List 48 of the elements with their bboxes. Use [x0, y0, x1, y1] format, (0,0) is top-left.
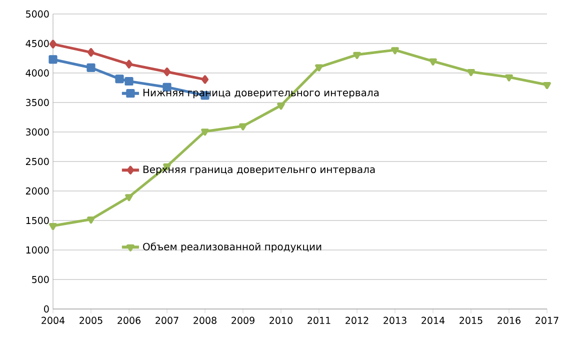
x-tick-label: 2004: [42, 316, 65, 324]
y-tick-label: 1000: [26, 246, 49, 254]
x-tick-label: 2007: [156, 316, 178, 324]
y-tick-label: 3000: [26, 128, 49, 136]
point: [239, 123, 247, 130]
point: [391, 47, 399, 54]
point: [315, 64, 323, 72]
legend-label: Объем реализованной продукции: [143, 242, 322, 252]
x-tick-label: 2015: [460, 316, 482, 324]
y-tick-label: 2000: [26, 187, 49, 195]
x-tick-label: 2011: [308, 316, 330, 324]
point: [277, 102, 285, 110]
y-tick-label: 4000: [26, 69, 49, 77]
point: [467, 69, 475, 76]
point: [115, 74, 124, 84]
point: [163, 68, 171, 76]
point: [125, 194, 133, 202]
point: [125, 60, 133, 68]
x-tick-label: 2009: [232, 316, 254, 324]
point: [429, 58, 437, 66]
x-tick-label: 2006: [118, 316, 140, 324]
point: [49, 223, 57, 230]
y-tick-label: 2500: [26, 158, 49, 166]
point: [201, 128, 209, 136]
y-tick-label: 500: [32, 276, 49, 284]
x-tick-label: 2012: [346, 316, 368, 324]
x-tick-label: 2008: [194, 316, 216, 324]
y-tick-label: 5000: [26, 10, 49, 18]
x-tick-label: 2013: [384, 316, 406, 324]
y-tick-label: 1500: [26, 216, 49, 224]
y-tick-label: 4500: [26, 40, 49, 48]
point: [86, 63, 96, 72]
point: [87, 48, 95, 57]
point: [543, 82, 551, 90]
point: [87, 216, 95, 224]
y-tick-label: 3500: [26, 98, 49, 106]
point: [49, 40, 57, 48]
x-tick-label: 2014: [422, 316, 445, 324]
x-tick-label: 2005: [80, 316, 102, 324]
point: [48, 55, 58, 64]
x-tick-label: 2016: [498, 316, 520, 324]
point: [505, 74, 513, 82]
x-tick-label: 2010: [270, 316, 292, 324]
x-tick-label: 2017: [536, 316, 558, 324]
point: [124, 76, 134, 86]
point: [353, 52, 361, 60]
point: [201, 75, 209, 84]
y-tick-label: 0: [44, 305, 49, 313]
